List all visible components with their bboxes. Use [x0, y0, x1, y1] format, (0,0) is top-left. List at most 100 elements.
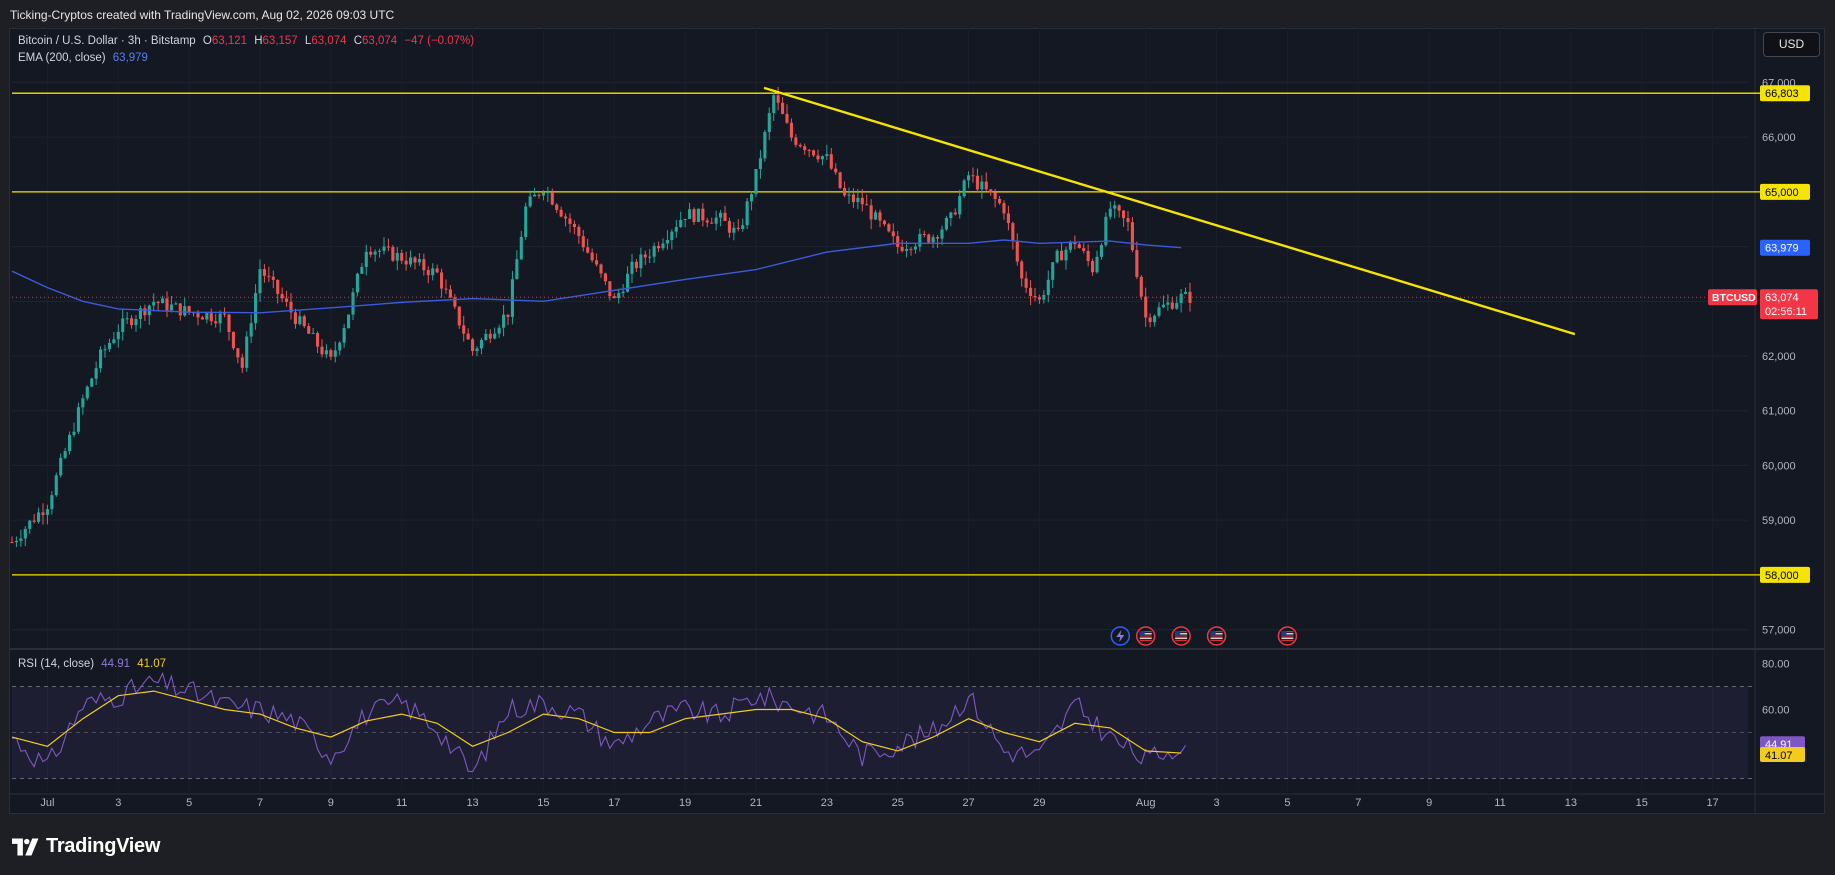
symbol-description[interactable]: Bitcoin / U.S. Dollar · 3h · Bitstamp — [18, 35, 196, 47]
candle-up[interactable] — [732, 227, 736, 233]
candle-up[interactable] — [510, 279, 514, 317]
candle-down[interactable] — [577, 227, 581, 237]
candle-down[interactable] — [586, 247, 590, 253]
candle-down[interactable] — [391, 247, 395, 261]
candle-up[interactable] — [949, 212, 953, 218]
candle-up[interactable] — [68, 434, 72, 452]
candle-up[interactable] — [382, 246, 386, 251]
candle-down[interactable] — [10, 542, 14, 544]
candle-down[interactable] — [812, 150, 816, 156]
candle-up[interactable] — [665, 239, 669, 244]
candle-up[interactable] — [116, 331, 120, 340]
candle-down[interactable] — [785, 113, 789, 123]
candle-down[interactable] — [882, 220, 886, 225]
candle-up[interactable] — [1113, 205, 1117, 209]
candle-down[interactable] — [316, 333, 320, 347]
candle-down[interactable] — [307, 326, 311, 334]
candle-down[interactable] — [736, 227, 740, 229]
candle-down[interactable] — [143, 308, 147, 316]
candle-up[interactable] — [72, 431, 76, 435]
candle-down[interactable] — [953, 212, 957, 215]
candle-down[interactable] — [595, 260, 599, 265]
candle-up[interactable] — [324, 350, 328, 355]
candle-up[interactable] — [85, 386, 89, 399]
candle-down[interactable] — [426, 270, 430, 276]
candle-down[interactable] — [891, 231, 895, 237]
candle-down[interactable] — [1006, 213, 1010, 224]
candle-up[interactable] — [1104, 216, 1108, 246]
candle-up[interactable] — [493, 333, 497, 339]
candle-up[interactable] — [931, 237, 935, 243]
candle-up[interactable] — [23, 528, 27, 539]
candle-up[interactable] — [138, 308, 142, 320]
candle-down[interactable] — [1144, 296, 1148, 318]
candle-down[interactable] — [834, 168, 838, 173]
candle-down[interactable] — [537, 194, 541, 196]
candle-up[interactable] — [169, 304, 173, 311]
candle-up[interactable] — [541, 192, 545, 196]
descending-trendline[interactable] — [763, 86, 1576, 336]
candle-down[interactable] — [590, 252, 594, 261]
candle-down[interactable] — [568, 218, 572, 224]
candle-down[interactable] — [156, 301, 160, 304]
candle-down[interactable] — [32, 520, 36, 522]
candle-up[interactable] — [714, 217, 718, 224]
candle-up[interactable] — [218, 313, 222, 324]
candle-down[interactable] — [178, 303, 182, 316]
candle-down[interactable] — [1170, 302, 1174, 309]
candle-up[interactable] — [626, 273, 630, 292]
candle-up[interactable] — [37, 512, 41, 522]
candle-up[interactable] — [258, 269, 262, 294]
candle-down[interactable] — [231, 332, 235, 349]
candle-down[interactable] — [267, 275, 271, 277]
candle-down[interactable] — [240, 357, 244, 368]
candle-up[interactable] — [617, 293, 621, 299]
candle-up[interactable] — [378, 250, 382, 252]
candle-down[interactable] — [1037, 297, 1041, 300]
ema-name[interactable]: EMA (200, close) — [18, 52, 106, 64]
candle-down[interactable] — [843, 187, 847, 196]
candle-up[interactable] — [1108, 208, 1112, 217]
candle-down[interactable] — [214, 321, 218, 324]
candle-down[interactable] — [705, 220, 709, 223]
candle-up[interactable] — [758, 158, 762, 170]
candle-down[interactable] — [280, 293, 284, 299]
candle-up[interactable] — [1157, 307, 1161, 316]
candle-up[interactable] — [479, 339, 483, 349]
candle-up[interactable] — [670, 231, 674, 240]
candle-up[interactable] — [696, 208, 700, 222]
candle-down[interactable] — [1020, 261, 1024, 279]
candle-down[interactable] — [869, 205, 873, 220]
rsi-ma-line[interactable] — [11, 690, 1182, 754]
candle-up[interactable] — [373, 251, 377, 255]
candle-down[interactable] — [1024, 278, 1028, 288]
candle-up[interactable] — [1051, 262, 1055, 280]
candle-up[interactable] — [1042, 295, 1046, 300]
candle-up[interactable] — [338, 342, 342, 351]
candle-down[interactable] — [1077, 244, 1081, 249]
candle-down[interactable] — [896, 236, 900, 247]
candle-down[interactable] — [909, 249, 913, 251]
candle-down[interactable] — [1122, 210, 1126, 219]
candle-up[interactable] — [515, 259, 519, 280]
candle-down[interactable] — [404, 260, 408, 265]
candle-up[interactable] — [719, 212, 723, 218]
candle-down[interactable] — [851, 194, 855, 203]
candle-down[interactable] — [900, 246, 904, 251]
candle-up[interactable] — [502, 314, 506, 328]
candle-down[interactable] — [781, 102, 785, 114]
candle-up[interactable] — [351, 292, 355, 315]
candle-down[interactable] — [798, 144, 802, 147]
candle-up[interactable] — [754, 169, 758, 195]
ema-200-line[interactable] — [11, 239, 1182, 314]
candle-down[interactable] — [555, 204, 559, 210]
candle-down[interactable] — [1148, 317, 1152, 322]
candle-down[interactable] — [187, 306, 191, 313]
candle-up[interactable] — [59, 457, 63, 476]
candle-up[interactable] — [519, 236, 523, 260]
candle-up[interactable] — [364, 251, 368, 267]
candle-down[interactable] — [599, 264, 603, 274]
candle-down[interactable] — [262, 269, 266, 276]
candle-up[interactable] — [528, 196, 532, 207]
